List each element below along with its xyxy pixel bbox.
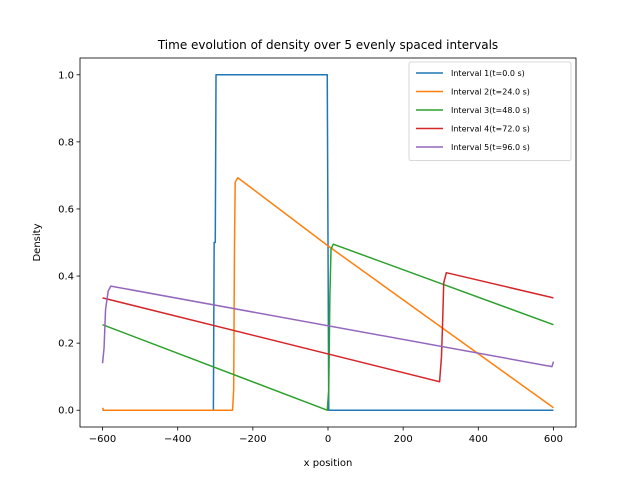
- series-line-3: [102, 243, 554, 411]
- y-tick-label: 0.2: [58, 339, 74, 350]
- legend-label: Interval 4(t=72.0 s): [451, 125, 530, 134]
- y-tick-label: 0.4: [58, 272, 74, 283]
- legend: Interval 1(t=0.0 s) Interval 2(t=24.0 s) I…: [408, 61, 572, 161]
- y-axis: 0.0 0.2 0.4 0.6 0.8 1.0: [58, 70, 80, 417]
- x-tick-label: −600: [89, 434, 116, 445]
- legend-label: Interval 5(t=96.0 s): [451, 143, 530, 152]
- x-tick-label: 200: [394, 434, 413, 445]
- legend-label: Interval 3(t=48.0 s): [451, 106, 530, 115]
- series-line-4: [102, 271, 554, 383]
- y-tick-label: 1.0: [58, 70, 74, 81]
- x-tick-label: 600: [544, 434, 563, 445]
- y-tick-label: 0.6: [58, 204, 74, 215]
- y-tick-label: 0.0: [58, 406, 74, 417]
- x-axis: −600 −400 −200 0 200 400 600: [89, 427, 563, 445]
- x-tick-label: −400: [164, 434, 191, 445]
- legend-box: [408, 61, 572, 161]
- y-axis-label: Density: [32, 223, 43, 261]
- y-tick-label: 0.8: [58, 137, 74, 148]
- x-tick-label: 0: [325, 434, 331, 445]
- x-axis-label: x position: [304, 458, 353, 469]
- plot-series-group: [101, 74, 555, 411]
- legend-label: Interval 1(t=0.0 s): [451, 69, 525, 78]
- series-line-2: [101, 177, 554, 411]
- chart-title: Time evolution of density over 5 evenly …: [157, 38, 498, 52]
- legend-label: Interval 2(t=24.0 s): [451, 88, 530, 97]
- x-tick-label: 400: [469, 434, 488, 445]
- series-line-5: [101, 285, 555, 368]
- x-tick-label: −200: [239, 434, 266, 445]
